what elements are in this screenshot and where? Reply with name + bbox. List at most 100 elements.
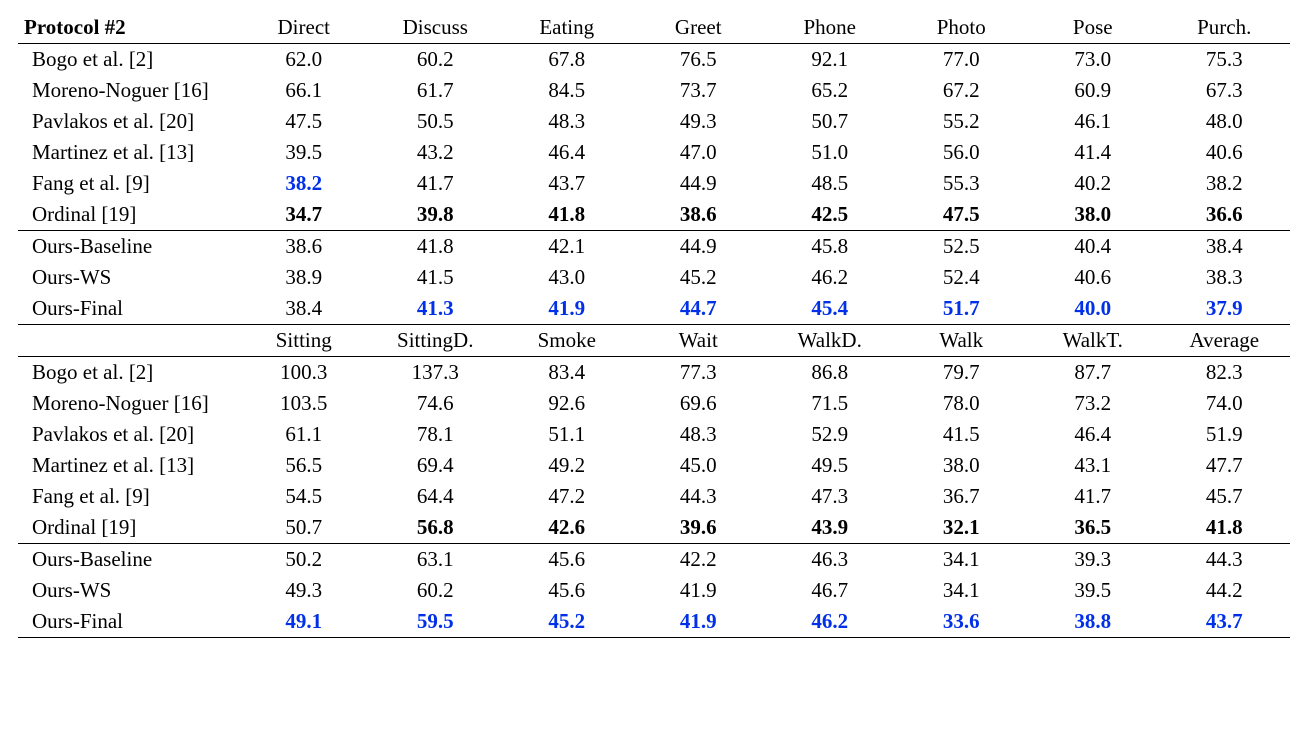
method-name: Bogo et al. [2] (18, 357, 238, 389)
column-header: WalkD. (764, 325, 896, 357)
method-name: Fang et al. [9] (18, 481, 238, 512)
value-cell: 38.9 (238, 262, 370, 293)
value-cell: 38.0 (896, 450, 1028, 481)
value-cell: 84.5 (501, 75, 633, 106)
value-cell: 54.5 (238, 481, 370, 512)
method-name: Fang et al. [9] (18, 168, 238, 199)
method-name: Bogo et al. [2] (18, 44, 238, 76)
value-cell: 38.2 (1159, 168, 1291, 199)
value-cell: 44.3 (1159, 544, 1291, 576)
column-header: Purch. (1159, 12, 1291, 44)
value-cell: 76.5 (633, 44, 765, 76)
value-cell: 41.8 (1159, 512, 1291, 544)
value-cell: 45.2 (501, 606, 633, 638)
column-header: Eating (501, 12, 633, 44)
method-name: Ordinal [19] (18, 199, 238, 231)
results-table: Protocol #2DirectDiscussEatingGreetPhone… (18, 12, 1290, 638)
value-cell: 45.2 (633, 262, 765, 293)
value-cell: 45.4 (764, 293, 896, 325)
value-cell: 44.7 (633, 293, 765, 325)
value-cell: 86.8 (764, 357, 896, 389)
value-cell: 60.9 (1027, 75, 1159, 106)
value-cell: 46.4 (501, 137, 633, 168)
value-cell: 38.0 (1027, 199, 1159, 231)
value-cell: 67.3 (1159, 75, 1291, 106)
value-cell: 44.9 (633, 168, 765, 199)
value-cell: 44.3 (633, 481, 765, 512)
column-header: Wait (633, 325, 765, 357)
value-cell: 92.6 (501, 388, 633, 419)
value-cell: 46.3 (764, 544, 896, 576)
value-cell: 56.0 (896, 137, 1028, 168)
value-cell: 50.2 (238, 544, 370, 576)
value-cell: 52.4 (896, 262, 1028, 293)
value-cell: 48.5 (764, 168, 896, 199)
value-cell: 51.1 (501, 419, 633, 450)
value-cell: 40.6 (1027, 262, 1159, 293)
value-cell: 38.4 (238, 293, 370, 325)
value-cell: 51.9 (1159, 419, 1291, 450)
value-cell: 36.6 (1159, 199, 1291, 231)
column-header: Greet (633, 12, 765, 44)
column-header: WalkT. (1027, 325, 1159, 357)
value-cell: 66.1 (238, 75, 370, 106)
value-cell: 41.5 (370, 262, 502, 293)
method-name: Martinez et al. [13] (18, 450, 238, 481)
value-cell: 63.1 (370, 544, 502, 576)
column-header: Pose (1027, 12, 1159, 44)
value-cell: 73.0 (1027, 44, 1159, 76)
method-name: Ours-Final (18, 606, 238, 638)
value-cell: 52.9 (764, 419, 896, 450)
value-cell: 46.4 (1027, 419, 1159, 450)
value-cell: 45.7 (1159, 481, 1291, 512)
value-cell: 79.7 (896, 357, 1028, 389)
value-cell: 38.2 (238, 168, 370, 199)
value-cell: 67.2 (896, 75, 1028, 106)
value-cell: 34.1 (896, 575, 1028, 606)
value-cell: 52.5 (896, 231, 1028, 263)
value-cell: 38.3 (1159, 262, 1291, 293)
value-cell: 78.0 (896, 388, 1028, 419)
value-cell: 55.2 (896, 106, 1028, 137)
value-cell: 77.0 (896, 44, 1028, 76)
value-cell: 43.2 (370, 137, 502, 168)
value-cell: 37.9 (1159, 293, 1291, 325)
value-cell: 45.0 (633, 450, 765, 481)
value-cell: 65.2 (764, 75, 896, 106)
value-cell: 67.8 (501, 44, 633, 76)
value-cell: 44.2 (1159, 575, 1291, 606)
value-cell: 34.1 (896, 544, 1028, 576)
value-cell: 47.2 (501, 481, 633, 512)
value-cell: 40.2 (1027, 168, 1159, 199)
value-cell: 44.9 (633, 231, 765, 263)
value-cell: 49.1 (238, 606, 370, 638)
value-cell: 39.5 (1027, 575, 1159, 606)
protocol-label: Protocol #2 (18, 12, 238, 44)
value-cell: 69.6 (633, 388, 765, 419)
method-name: Martinez et al. [13] (18, 137, 238, 168)
method-name: Moreno-Noguer [16] (18, 388, 238, 419)
value-cell: 39.6 (633, 512, 765, 544)
value-cell: 50.7 (764, 106, 896, 137)
value-cell: 46.7 (764, 575, 896, 606)
value-cell: 45.6 (501, 575, 633, 606)
value-cell: 39.5 (238, 137, 370, 168)
value-cell: 56.5 (238, 450, 370, 481)
value-cell: 47.3 (764, 481, 896, 512)
value-cell: 78.1 (370, 419, 502, 450)
method-name: Ours-WS (18, 262, 238, 293)
value-cell: 64.4 (370, 481, 502, 512)
value-cell: 87.7 (1027, 357, 1159, 389)
column-header: Phone (764, 12, 896, 44)
value-cell: 47.5 (896, 199, 1028, 231)
value-cell: 46.1 (1027, 106, 1159, 137)
value-cell: 71.5 (764, 388, 896, 419)
value-cell: 47.7 (1159, 450, 1291, 481)
method-name: Ordinal [19] (18, 512, 238, 544)
value-cell: 51.7 (896, 293, 1028, 325)
value-cell: 42.1 (501, 231, 633, 263)
value-cell: 137.3 (370, 357, 502, 389)
value-cell: 47.5 (238, 106, 370, 137)
value-cell: 43.0 (501, 262, 633, 293)
value-cell: 34.7 (238, 199, 370, 231)
